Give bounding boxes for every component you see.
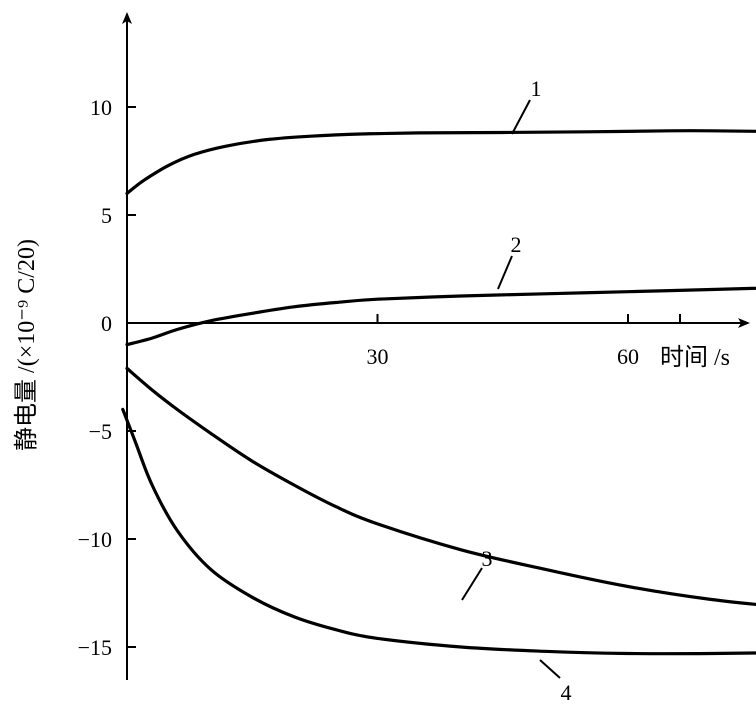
series-2-leader-line	[497, 255, 513, 290]
series-3-label: 3	[482, 546, 493, 571]
series-4-leader-line	[539, 659, 561, 679]
x-axis-title: 时间 /s	[660, 344, 730, 371]
series-1-leader-line	[511, 99, 531, 135]
series-3-line	[125, 366, 756, 607]
y-axis-ticks: 10 5 0 −5 −10 −15	[78, 95, 136, 660]
series-2-line	[125, 286, 756, 347]
series-2-label: 2	[511, 232, 522, 257]
series-labels: 1 2 3 4	[461, 76, 572, 705]
y-tick-label: 10	[90, 95, 112, 120]
y-tick-label: −10	[78, 527, 112, 552]
y-tick-label: 5	[101, 203, 112, 228]
y-tick-label: 0	[101, 311, 112, 336]
series-1-line	[125, 129, 756, 195]
series-4-label: 4	[561, 680, 572, 705]
y-tick-label: −15	[78, 635, 112, 660]
series-1-label: 1	[531, 76, 542, 101]
x-tick-label: 60	[617, 344, 639, 369]
y-tick-label: −5	[89, 419, 112, 444]
series-4-line	[121, 407, 756, 656]
x-tick-label: 30	[367, 344, 389, 369]
data-series	[121, 129, 756, 656]
series-3-leader-line	[461, 567, 483, 601]
x-axis-ticks: 306090	[367, 314, 681, 369]
y-axis-title: 静电量 /(×10⁻⁹ C/20)	[13, 239, 40, 451]
